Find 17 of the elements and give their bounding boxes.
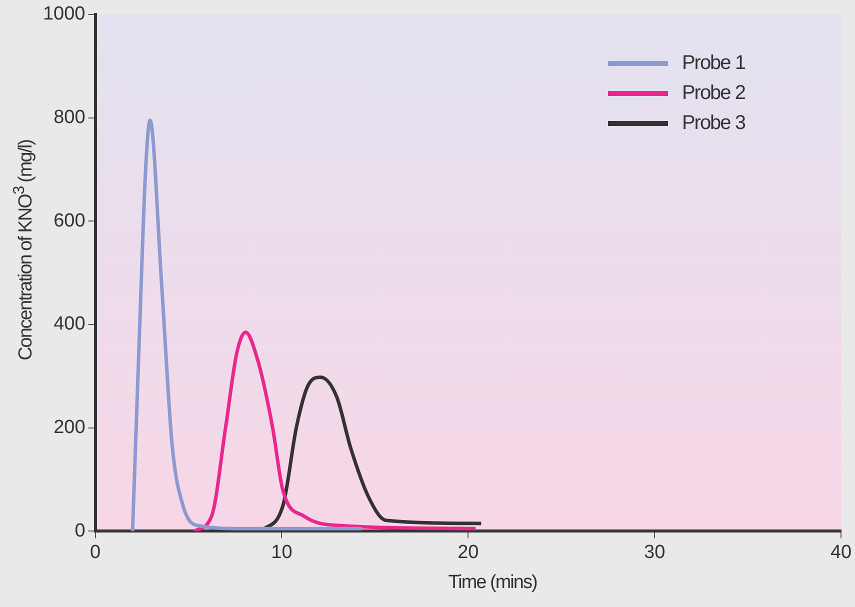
y-tick-label: 800 (54, 106, 86, 128)
legend-label: Probe 2 (682, 82, 745, 104)
x-tick-label: 10 (271, 542, 292, 563)
y-tick-label: 0 (74, 520, 86, 542)
y-tick-label: 1000 (42, 4, 86, 25)
x-tick-label: 40 (830, 542, 852, 563)
y-tick-label: 400 (54, 314, 86, 335)
y-tick-label: 200 (54, 417, 86, 438)
legend-label: Probe 1 (682, 52, 745, 74)
x-tick-label: 30 (644, 542, 666, 563)
legend-label: Probe 3 (682, 112, 745, 134)
x-tick-label: 20 (458, 542, 479, 563)
x-axis-title: Time (mins) (447, 572, 538, 594)
line-series (192, 330, 478, 532)
y-tick-label: 600 (54, 210, 86, 232)
x-tick-label: 0 (90, 542, 101, 563)
line-series (130, 118, 364, 532)
